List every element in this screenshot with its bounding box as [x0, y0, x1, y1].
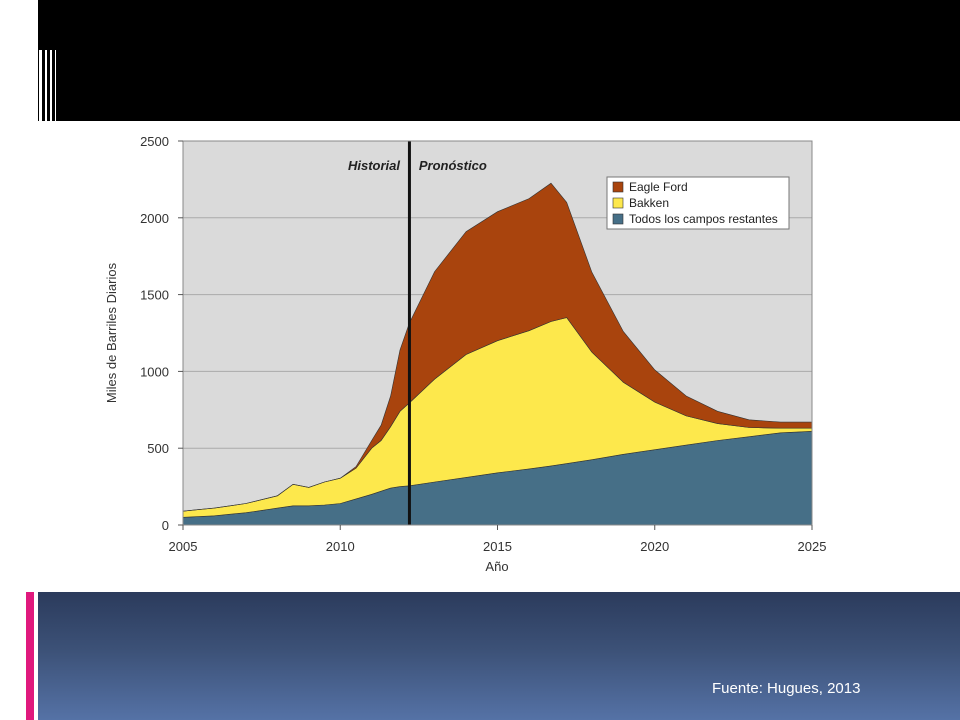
legend-label: Eagle Ford: [629, 180, 688, 194]
legend-swatch: [612, 197, 624, 209]
legend-swatch: [612, 213, 624, 225]
annotation-pronostico: Pronóstico: [419, 158, 487, 173]
x-tick-label: 2025: [798, 539, 827, 554]
legend: Eagle Ford Bakken Todos los campos restant…: [606, 176, 790, 230]
legend-box: [606, 176, 790, 230]
y-tick-label: 2000: [140, 211, 169, 226]
x-axis-ticks: 2005 2010 2015 2020 2025: [169, 525, 827, 554]
decorative-stripes: [22, 50, 60, 122]
accent-bar: [26, 592, 34, 720]
y-axis-ticks: 0 500 1000 1500 2000 2500: [140, 134, 183, 533]
source-citation: Fuente: Hugues, 2013: [712, 680, 861, 697]
legend-label: Todos los campos restantes: [629, 212, 778, 226]
slide-footer-band: [38, 592, 960, 720]
y-tick-label: 500: [147, 441, 169, 456]
x-tick-label: 2010: [326, 539, 355, 554]
y-tick-label: 1500: [140, 288, 169, 303]
x-tick-label: 2020: [640, 539, 669, 554]
annotation-historial: Historial: [348, 158, 400, 173]
y-tick-label: 2500: [140, 134, 169, 149]
x-axis-title: Año: [485, 559, 508, 574]
legend-label: Bakken: [629, 196, 669, 210]
x-tick-label: 2015: [483, 539, 512, 554]
y-tick-label: 0: [162, 518, 169, 533]
y-axis-title: Miles de Barriles Diarios: [104, 262, 119, 403]
y-tick-label: 1000: [140, 364, 169, 379]
legend-swatch: [612, 181, 624, 193]
production-chart: Historial Pronóstico 0 500 1000 1500 2000 250…: [104, 134, 827, 574]
x-tick-label: 2005: [169, 539, 198, 554]
slide-title-band: [38, 0, 960, 121]
